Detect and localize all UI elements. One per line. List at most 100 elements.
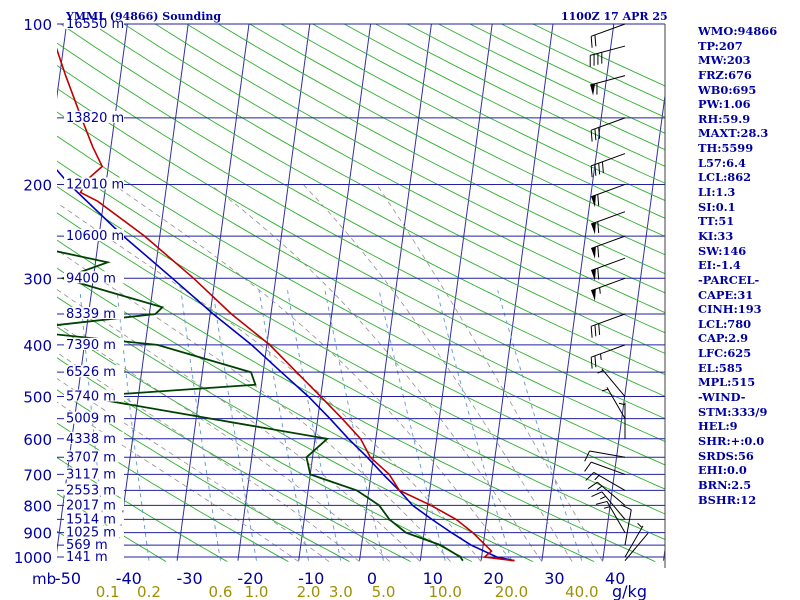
dry-adiabat-line xyxy=(57,296,534,563)
height-label-bg xyxy=(64,337,124,350)
mixing-ratio-tick-label: 5.0 xyxy=(372,583,396,600)
height-label-bg xyxy=(64,229,124,242)
height-label-bg xyxy=(64,467,124,480)
background-grid xyxy=(0,24,665,563)
wind-barb-full xyxy=(591,491,603,498)
wind-barb-full xyxy=(594,128,597,141)
moist-adiabat-line xyxy=(302,184,573,562)
wind-barb-full xyxy=(587,481,598,490)
dewpoint-line xyxy=(57,250,464,562)
wind-barb-half xyxy=(601,388,609,392)
temperature-tick-label: -20 xyxy=(237,569,263,588)
isotherm-line xyxy=(176,24,250,561)
wind-barb-staff xyxy=(624,509,632,546)
height-label: 7390 m xyxy=(66,338,116,353)
stat-line: LFC:625 xyxy=(698,346,752,361)
height-label-bg xyxy=(64,431,124,444)
wind-barb-staff xyxy=(591,211,626,225)
mixing-ratio-line xyxy=(324,290,384,561)
height-label-bg xyxy=(64,483,124,496)
height-label: 13820 m xyxy=(66,111,124,126)
wind-barb xyxy=(624,532,649,561)
wind-barb-half xyxy=(618,402,626,406)
wind-barb-flag xyxy=(591,288,596,301)
stat-line: PW:1.06 xyxy=(698,97,751,112)
height-label-bg xyxy=(64,550,124,562)
wind-barb xyxy=(595,500,626,533)
stat-line: LCL:862 xyxy=(698,170,752,185)
temperature-tick-label: 20 xyxy=(483,569,503,588)
wind-barb-flag xyxy=(591,268,596,281)
wind-barb-staff xyxy=(591,153,626,167)
moist-adiabat-line xyxy=(376,184,603,562)
wind-barb xyxy=(618,402,626,439)
mixing-ratio-tick-label: 2.0 xyxy=(297,583,321,600)
dry-adiabat-line xyxy=(60,24,665,354)
isobar-lines xyxy=(57,23,666,568)
height-label: 9400 m xyxy=(66,271,116,286)
pressure-tick-label: 100 xyxy=(23,16,52,34)
wind-barb-flag xyxy=(591,195,596,208)
wind-barb-staff xyxy=(591,23,626,37)
wind-barb-staff xyxy=(591,344,626,358)
wind-barb xyxy=(585,471,626,491)
dry-adiabat-line xyxy=(57,160,665,490)
mixing-ratio-tick-label: 20.0 xyxy=(495,583,528,600)
wind-barb-full xyxy=(584,450,590,462)
moist-adiabat-line xyxy=(57,289,421,562)
wind-barb-full xyxy=(590,36,593,48)
mixing-ratio-tick-label: 10.0 xyxy=(429,583,462,600)
wind-barb-staff xyxy=(606,387,626,419)
height-label-bg xyxy=(64,365,124,378)
moist-adiabat-line xyxy=(209,184,543,562)
stat-line: TP:207 xyxy=(698,38,743,53)
temperature-tick-label: 10 xyxy=(423,569,443,588)
dry-adiabat-line xyxy=(57,357,411,563)
dry-adiabat-line xyxy=(57,111,665,442)
dry-adiabat-line xyxy=(186,24,665,275)
wind-barb xyxy=(591,257,626,281)
wind-barb-staff xyxy=(624,532,649,561)
dry-adiabat-line xyxy=(57,87,665,420)
wind-barb-full xyxy=(597,268,600,280)
moist-adiabat-line xyxy=(57,249,451,562)
wind-barb-staff xyxy=(591,257,626,271)
chart-datetime: 1100Z 17 APR 25 xyxy=(561,10,668,23)
stat-line: SI:0.1 xyxy=(698,199,736,214)
wind-barb-full xyxy=(584,461,592,472)
mixing-ratio-tick-label: 1.0 xyxy=(245,583,269,600)
stat-line: BRN:2.5 xyxy=(698,477,752,492)
wind-barb-full xyxy=(594,34,597,47)
stat-line: MW:203 xyxy=(698,53,751,68)
height-label-bg xyxy=(64,306,124,319)
isotherm-line xyxy=(602,91,665,561)
wind-barb xyxy=(591,491,626,520)
wind-barb xyxy=(590,313,626,338)
wind-barb xyxy=(601,387,626,419)
wind-barb xyxy=(620,504,632,546)
stat-line: LI:1.3 xyxy=(698,185,736,200)
stat-line: EHI:0.0 xyxy=(698,463,747,478)
height-label-bg xyxy=(64,271,124,284)
temperature-tick-label: -50 xyxy=(55,569,81,588)
pressure-tick-label: 1000 xyxy=(14,549,52,567)
stat-line: CINH:193 xyxy=(698,302,762,317)
stat-line: EL:585 xyxy=(698,360,743,375)
isotherm-line xyxy=(480,24,554,561)
wind-barb-flag xyxy=(591,246,596,259)
stat-line: LCL:780 xyxy=(698,316,752,331)
height-label: 1025 m xyxy=(66,526,116,541)
dry-adiabat-line xyxy=(57,64,665,397)
height-label-bg xyxy=(64,512,124,525)
dry-adiabat-line xyxy=(57,457,228,562)
height-label-bg xyxy=(64,498,124,511)
wind-barb-full xyxy=(594,164,597,176)
stat-line: MAXT:28.3 xyxy=(698,126,769,141)
stat-line: WB0:695 xyxy=(698,82,757,97)
stat-line: BSHR:12 xyxy=(698,492,757,507)
isotherm-line xyxy=(0,24,6,561)
temperature-tick-label: 30 xyxy=(544,569,564,588)
mixing-ratio-line xyxy=(79,290,109,561)
